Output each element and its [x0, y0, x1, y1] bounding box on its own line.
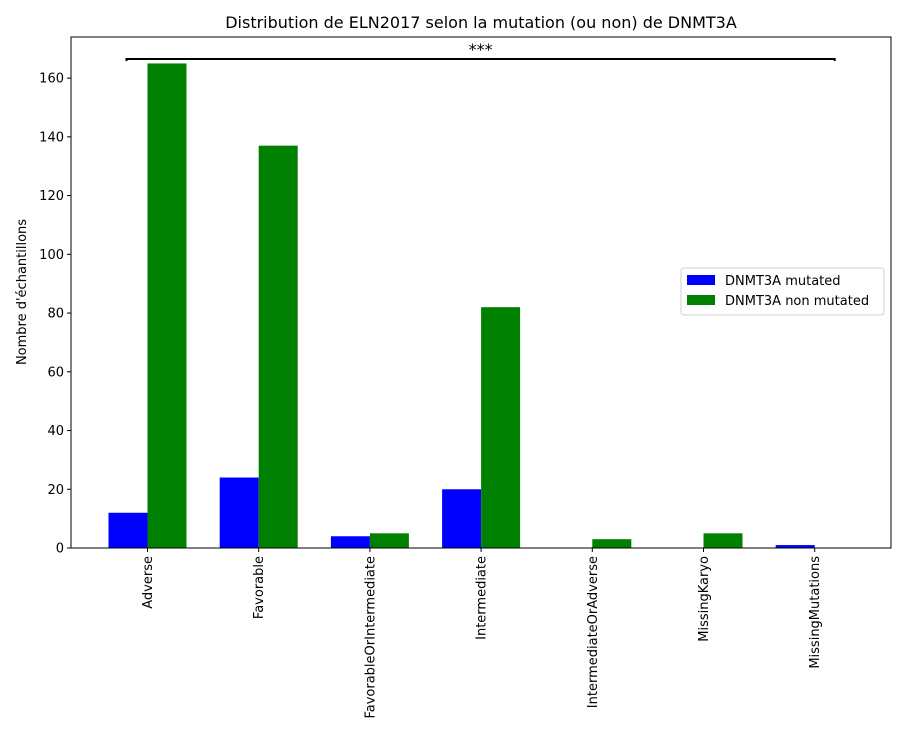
bar-mutated-intermediate: [442, 489, 482, 548]
y-tick-label: 140: [39, 130, 64, 145]
bars-group: [108, 63, 815, 549]
y-tick-label: 40: [47, 424, 64, 439]
bar-mutated-favorableorintermediate: [330, 536, 370, 548]
bar-mutated-missingmutations: [775, 545, 815, 548]
y-tick-label: 20: [47, 483, 64, 498]
x-tick-label: MissingKaryo: [697, 556, 712, 642]
bar-non-mutated-intermediateoradverse: [592, 539, 632, 548]
y-tick-label: 80: [47, 307, 64, 322]
x-tick-label: Adverse: [141, 556, 156, 609]
y-tick-label: 0: [56, 542, 64, 557]
legend-box: [680, 267, 885, 316]
legend-swatch: [687, 275, 715, 285]
significance-label: ***: [469, 40, 493, 59]
bar-non-mutated-favorable: [258, 145, 298, 548]
chart-title: Distribution de ELN2017 selon la mutatio…: [225, 13, 737, 32]
bar-mutated-adverse: [108, 512, 148, 548]
legend: DNMT3A mutated DNMT3A non mutated: [680, 267, 885, 316]
x-tick-label: Favorable: [252, 556, 267, 619]
bar-non-mutated-adverse: [147, 63, 187, 549]
x-axis: Adverse Favorable FavorableOrIntermediate I…: [141, 548, 823, 719]
x-tick-label: Intermediate: [475, 556, 490, 640]
bar-non-mutated-favorableorintermediate: [369, 533, 409, 548]
bar-mutated-favorable: [219, 477, 259, 548]
significance-bracket: [125, 58, 836, 62]
y-tick-label: 100: [39, 248, 64, 263]
y-tick-label: 60: [47, 365, 64, 380]
y-axis: 0 20 40 60 80 100 120 140 160: [39, 72, 71, 557]
legend-swatch: [687, 295, 715, 305]
y-axis-label: Nombre d'échantillons: [15, 219, 30, 365]
y-tick-label: 120: [39, 189, 64, 204]
bar-non-mutated-missingkaryo: [703, 533, 743, 548]
legend-label: DNMT3A non mutated: [725, 294, 869, 309]
legend-label: DNMT3A mutated: [725, 274, 841, 289]
bar-non-mutated-intermediate: [481, 307, 521, 548]
significance-annotation: ***: [125, 40, 836, 62]
x-tick-label: FavorableOrIntermediate: [363, 556, 378, 719]
plot-frame: [70, 36, 892, 549]
x-tick-label: MissingMutations: [808, 556, 823, 669]
x-tick-label: IntermediateOrAdverse: [586, 556, 601, 708]
y-tick-label: 160: [39, 72, 64, 87]
